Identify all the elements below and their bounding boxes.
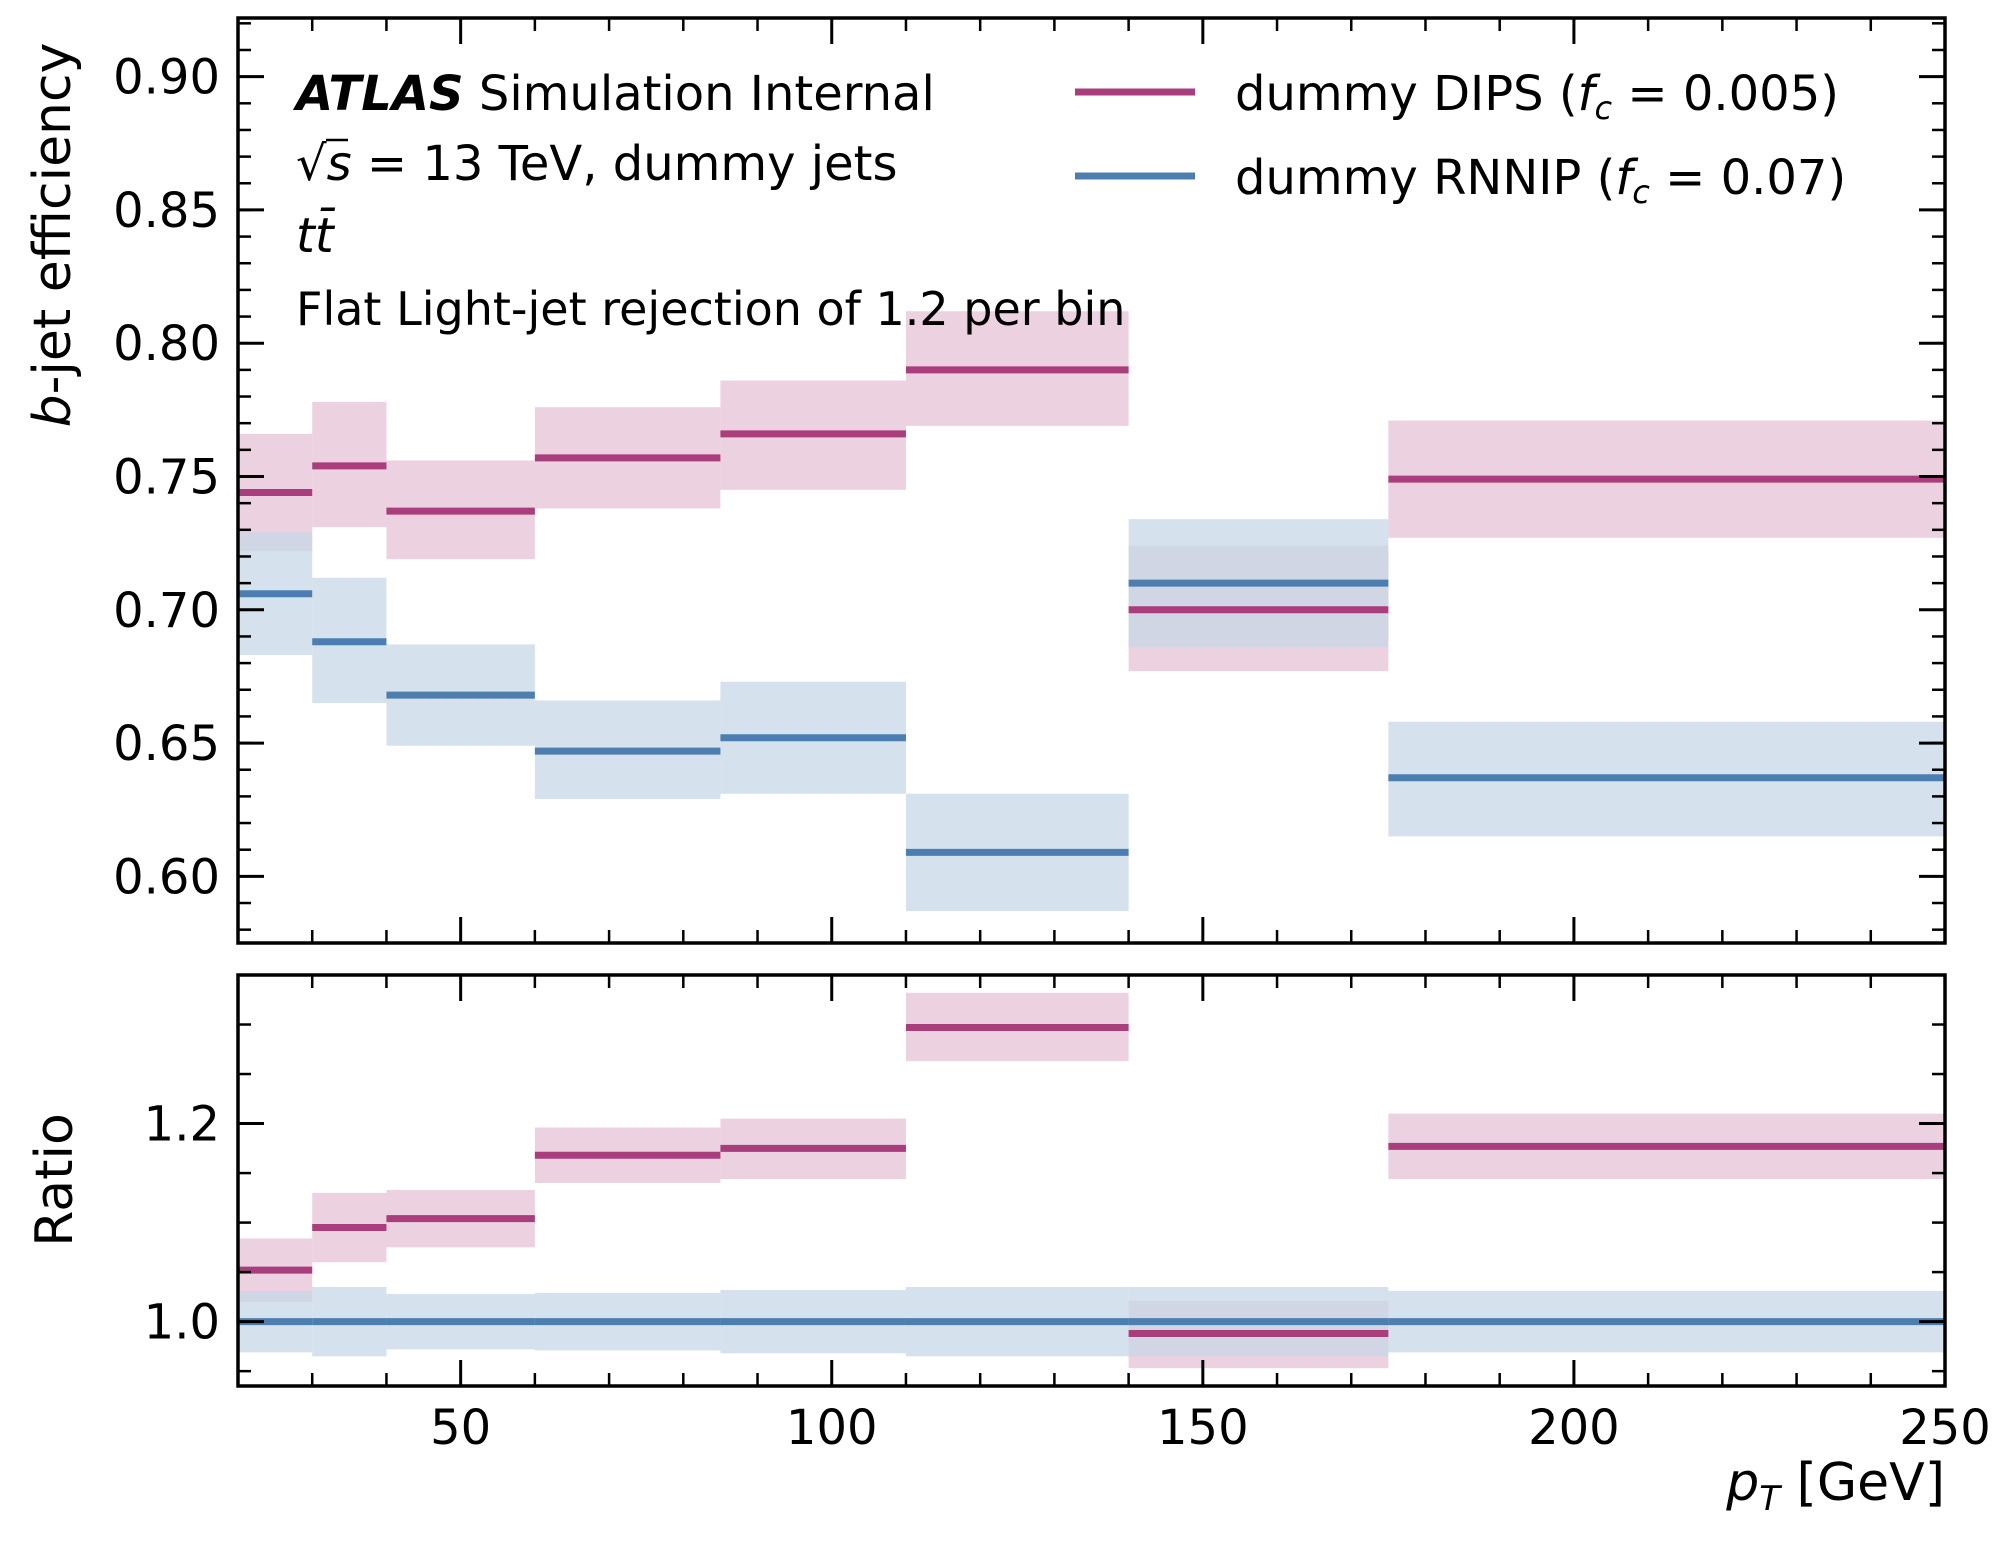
ratio-xtick-label-3: 200 <box>1528 1400 1620 1456</box>
x-axis-label: pT [GeV] <box>1725 1453 1945 1519</box>
main-ytick-label-1: 0.65 <box>113 716 220 772</box>
legend-entry-rnnip: dummy RNNIP (fc = 0.07) <box>1075 150 1846 211</box>
legend: dummy DIPS (fc = 0.005) dummy RNNIP (fc … <box>1075 66 1846 211</box>
main-ytick-label-3: 0.75 <box>113 450 220 506</box>
main-plot-frame <box>236 16 1947 945</box>
ratio-lines <box>238 1023 1945 1338</box>
legend-label-dips: dummy DIPS (fc = 0.005) <box>1235 66 1839 127</box>
legend-entry-dips: dummy DIPS (fc = 0.005) <box>1075 66 1839 127</box>
main-lines <box>238 366 1945 856</box>
main-bands <box>238 311 1945 912</box>
main-ytick-label-5: 0.85 <box>113 183 220 239</box>
main-y-axis-label: b-jet efficiency <box>23 43 83 428</box>
ratio-xtick-label-4: 250 <box>1899 1400 1991 1456</box>
ratio-xtick-label-2: 150 <box>1157 1400 1249 1456</box>
ratio-y-axis-label: Ratio <box>25 1113 85 1247</box>
legend-label-rnnip: dummy RNNIP (fc = 0.07) <box>1235 150 1846 211</box>
main-ytick-label-0: 0.60 <box>113 849 220 905</box>
atlas-label: ATLAS Simulation Internal <box>292 66 935 122</box>
rejection-label: Flat Light-jet rejection of 1.2 per bin <box>296 282 1125 336</box>
ratio-ytick-label-1: 1.2 <box>144 1097 220 1153</box>
main-ytick-label-4: 0.80 <box>113 316 220 372</box>
ratio-xtick-label-1: 100 <box>786 1400 878 1456</box>
process-label: tt̄ <box>296 207 336 264</box>
main-panel: 0.60 0.65 0.70 0.75 0.80 0.85 0.90 <box>113 16 1947 945</box>
main-ytick-label-6: 0.90 <box>113 50 220 106</box>
energy-label: √s = 13 TeV, dummy jets <box>296 136 898 192</box>
main-ytick-label-2: 0.70 <box>113 583 220 639</box>
ratio-plot-frame <box>236 973 1947 1388</box>
ratio-ticks: 1.0 1.2 50 100 150 200 250 <box>144 973 1991 1456</box>
ratio-ytick-label-0: 1.0 <box>144 1295 220 1351</box>
ratio-bands <box>238 992 1945 1369</box>
ratio-panel: 1.0 1.2 50 100 150 200 250 <box>144 973 1991 1456</box>
ratio-xtick-label-0: 50 <box>430 1400 491 1456</box>
annotation-block: ATLAS Simulation Internal √s = 13 TeV, d… <box>292 66 1125 336</box>
